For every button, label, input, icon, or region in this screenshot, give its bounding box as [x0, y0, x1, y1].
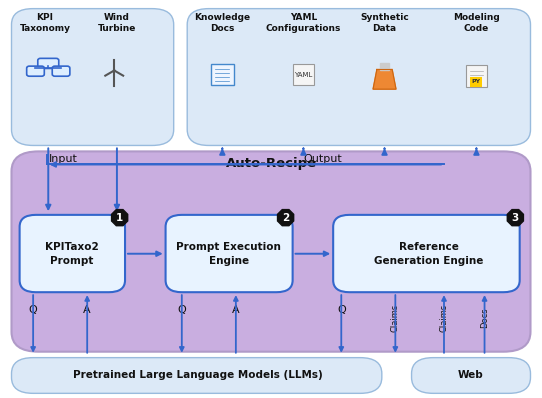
- Text: KPITaxo2
Prompt: KPITaxo2 Prompt: [45, 242, 99, 266]
- FancyBboxPatch shape: [20, 215, 125, 292]
- Text: Q: Q: [29, 305, 37, 315]
- Text: Claims: Claims: [391, 304, 400, 332]
- Text: YAML
Configurations: YAML Configurations: [266, 13, 341, 33]
- Polygon shape: [373, 70, 396, 89]
- FancyBboxPatch shape: [11, 358, 382, 393]
- Text: Synthetic
Data: Synthetic Data: [360, 13, 409, 33]
- FancyBboxPatch shape: [187, 9, 531, 145]
- Text: Prompt Execution
Engine: Prompt Execution Engine: [176, 242, 281, 266]
- FancyBboxPatch shape: [411, 358, 531, 393]
- FancyBboxPatch shape: [293, 64, 314, 84]
- FancyBboxPatch shape: [11, 9, 173, 145]
- Text: Q: Q: [177, 305, 186, 315]
- Text: Input: Input: [48, 154, 78, 164]
- FancyBboxPatch shape: [333, 215, 520, 292]
- FancyBboxPatch shape: [27, 66, 44, 76]
- Text: KPI
Taxonomy: KPI Taxonomy: [20, 13, 70, 33]
- Text: Q: Q: [337, 305, 346, 315]
- Text: Modeling
Code: Modeling Code: [453, 13, 500, 33]
- Text: YAML: YAML: [294, 72, 313, 78]
- Text: Reference
Generation Engine: Reference Generation Engine: [374, 242, 483, 266]
- Text: Knowledge
Docs: Knowledge Docs: [194, 13, 250, 33]
- Polygon shape: [278, 210, 294, 226]
- Text: A: A: [232, 305, 240, 315]
- Text: Output: Output: [303, 154, 342, 164]
- Text: Docs: Docs: [480, 308, 489, 328]
- FancyBboxPatch shape: [466, 65, 487, 87]
- Text: PY: PY: [472, 80, 481, 84]
- Text: 2: 2: [282, 213, 289, 222]
- Polygon shape: [380, 63, 389, 70]
- FancyBboxPatch shape: [52, 66, 70, 76]
- FancyBboxPatch shape: [165, 215, 293, 292]
- Text: Wind
Turbine: Wind Turbine: [98, 13, 136, 33]
- Text: Pretrained Large Language Models (LLMs): Pretrained Large Language Models (LLMs): [73, 371, 323, 380]
- Circle shape: [114, 70, 115, 71]
- Text: Claims: Claims: [440, 304, 448, 332]
- Polygon shape: [507, 210, 524, 226]
- FancyBboxPatch shape: [470, 77, 482, 87]
- FancyBboxPatch shape: [211, 64, 234, 84]
- FancyBboxPatch shape: [38, 59, 59, 68]
- Text: 1: 1: [116, 213, 123, 222]
- Text: Auto-Recipe: Auto-Recipe: [225, 157, 317, 170]
- Text: 3: 3: [512, 213, 519, 222]
- FancyBboxPatch shape: [11, 151, 531, 352]
- Polygon shape: [112, 210, 128, 226]
- Text: A: A: [83, 305, 91, 315]
- Text: Web: Web: [458, 371, 484, 380]
